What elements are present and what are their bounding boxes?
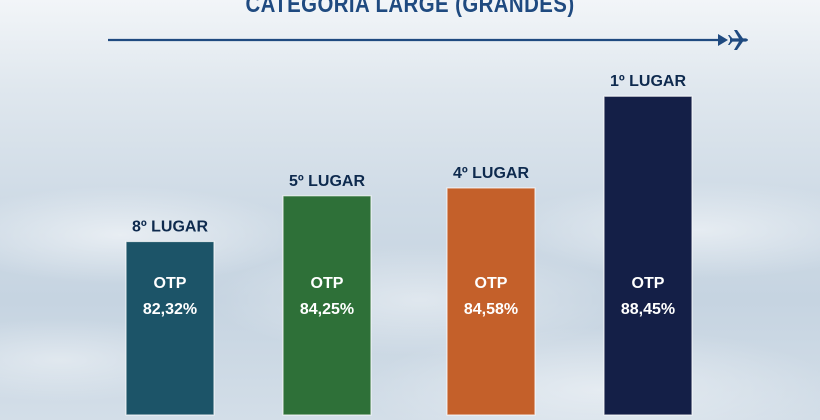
bar-group: 8º LUGAR OTP 82,32% — [125, 219, 215, 416]
metric-label: OTP — [311, 275, 344, 292]
rank-label: 4º LUGAR — [453, 165, 530, 182]
bar — [282, 195, 372, 416]
bar-group: 4º LUGAR OTP 84,58% — [446, 165, 536, 416]
rank-label: 1º LUGAR — [610, 73, 687, 90]
bar — [125, 240, 215, 416]
airplane-icon — [728, 30, 748, 50]
bar-group: 5º LUGAR OTP 84,25% — [282, 173, 372, 416]
arrow-head — [718, 34, 728, 46]
value-label: 88,45% — [621, 301, 675, 318]
rank-label: 5º LUGAR — [289, 173, 366, 190]
metric-label: OTP — [632, 275, 665, 292]
bar-group: 1º LUGAR OTP 88,45% — [603, 73, 693, 416]
bar — [446, 187, 536, 416]
metric-label: OTP — [475, 275, 508, 292]
metric-label: OTP — [154, 275, 187, 292]
bars-layer: 8º LUGAR OTP 82,32% 5º LUGAR OTP 84,25% 4º LUG… — [125, 73, 693, 416]
value-label: 82,32% — [143, 301, 197, 318]
value-label: 84,25% — [300, 301, 354, 318]
bar — [603, 95, 693, 416]
value-label: 84,58% — [464, 301, 518, 318]
chart-title: CATEGORIA LARGE (GRANDES) — [245, 0, 575, 18]
timeline-arrow — [108, 30, 748, 50]
rank-label: 8º LUGAR — [132, 219, 209, 236]
